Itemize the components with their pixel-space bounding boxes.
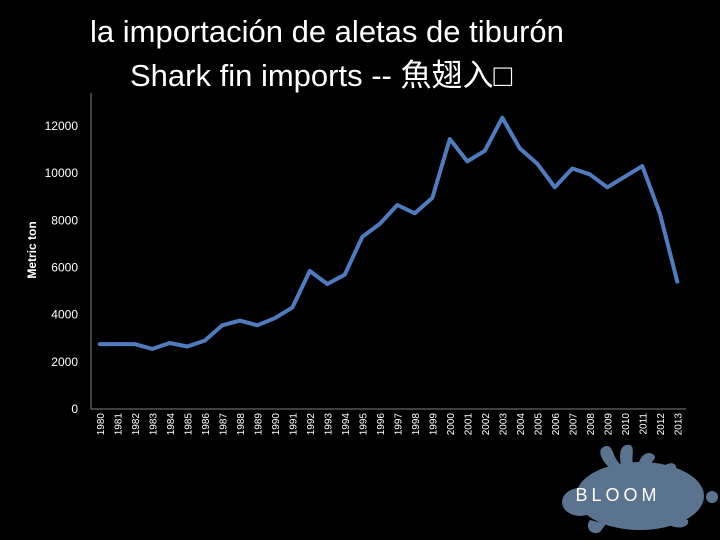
x-tick-label: 2009 [603,413,614,436]
x-tick-label: 1981 [113,413,124,436]
x-tick-label: 1995 [358,413,369,436]
x-tick-labels: 1980 1981 1982 1983 1984 1985 1986 1987 1988 1989… [96,413,685,436]
x-tick-label: 2001 [463,413,474,436]
y-tick-label: 12000 [45,119,79,133]
x-tick-label: 2007 [568,413,579,436]
x-tick-label: 1993 [323,413,334,436]
x-tick-label: 1985 [183,413,194,436]
y-tick-label: 2000 [51,355,78,369]
chart-title-english: Shark fin imports -- 魚翅入□ [130,58,513,93]
x-tick-label: 2013 [673,413,684,436]
x-tick-label: 2012 [656,413,667,436]
x-tick-label: 1988 [236,413,247,436]
x-tick-label: 2005 [533,413,544,436]
y-tick-label: 8000 [51,213,78,227]
y-tick-label: 4000 [51,308,78,322]
x-tick-label: 1998 [411,413,422,436]
y-axis-label: Metric ton [25,221,39,278]
x-tick-label: 1996 [376,413,387,436]
x-tick-label: 1983 [148,413,159,436]
x-tick-label: 1980 [96,413,107,436]
y-tick-label: 6000 [51,261,78,275]
series-line [97,115,680,351]
x-tick-label: 1997 [393,413,404,436]
x-tick-label: 1989 [253,413,264,436]
x-tick-label: 1990 [271,413,282,436]
x-tick-label: 2011 [638,413,649,435]
bloom-logo: BLOOM [562,444,718,534]
x-tick-label: 1994 [341,413,352,436]
x-tick-label: 1986 [201,413,212,436]
x-tick-label: 2000 [446,413,457,436]
x-tick-label: 1992 [306,413,317,436]
y-tick-label: 10000 [45,166,79,180]
x-tick-label: 1991 [288,413,299,436]
chart-title-spanish: la importación de aletas de tiburón [90,14,564,49]
x-tick-label: 2006 [551,413,562,436]
bloom-logo-text: BLOOM [575,485,660,505]
x-tick-label: 1982 [131,413,142,436]
x-tick-label: 2002 [481,413,492,436]
x-tick-label: 2008 [586,413,597,436]
y-tick-label: 0 [71,402,78,416]
axes [90,93,686,410]
x-tick-label: 1999 [428,413,439,436]
x-tick-label: 2003 [498,413,509,436]
x-tick-label: 2004 [516,413,527,436]
x-tick-label: 1987 [218,413,229,436]
y-tick-labels: 0 2000 4000 6000 8000 10000 12000 [45,119,79,416]
x-tick-label: 2010 [621,413,632,436]
x-tick-label: 1984 [166,413,177,436]
